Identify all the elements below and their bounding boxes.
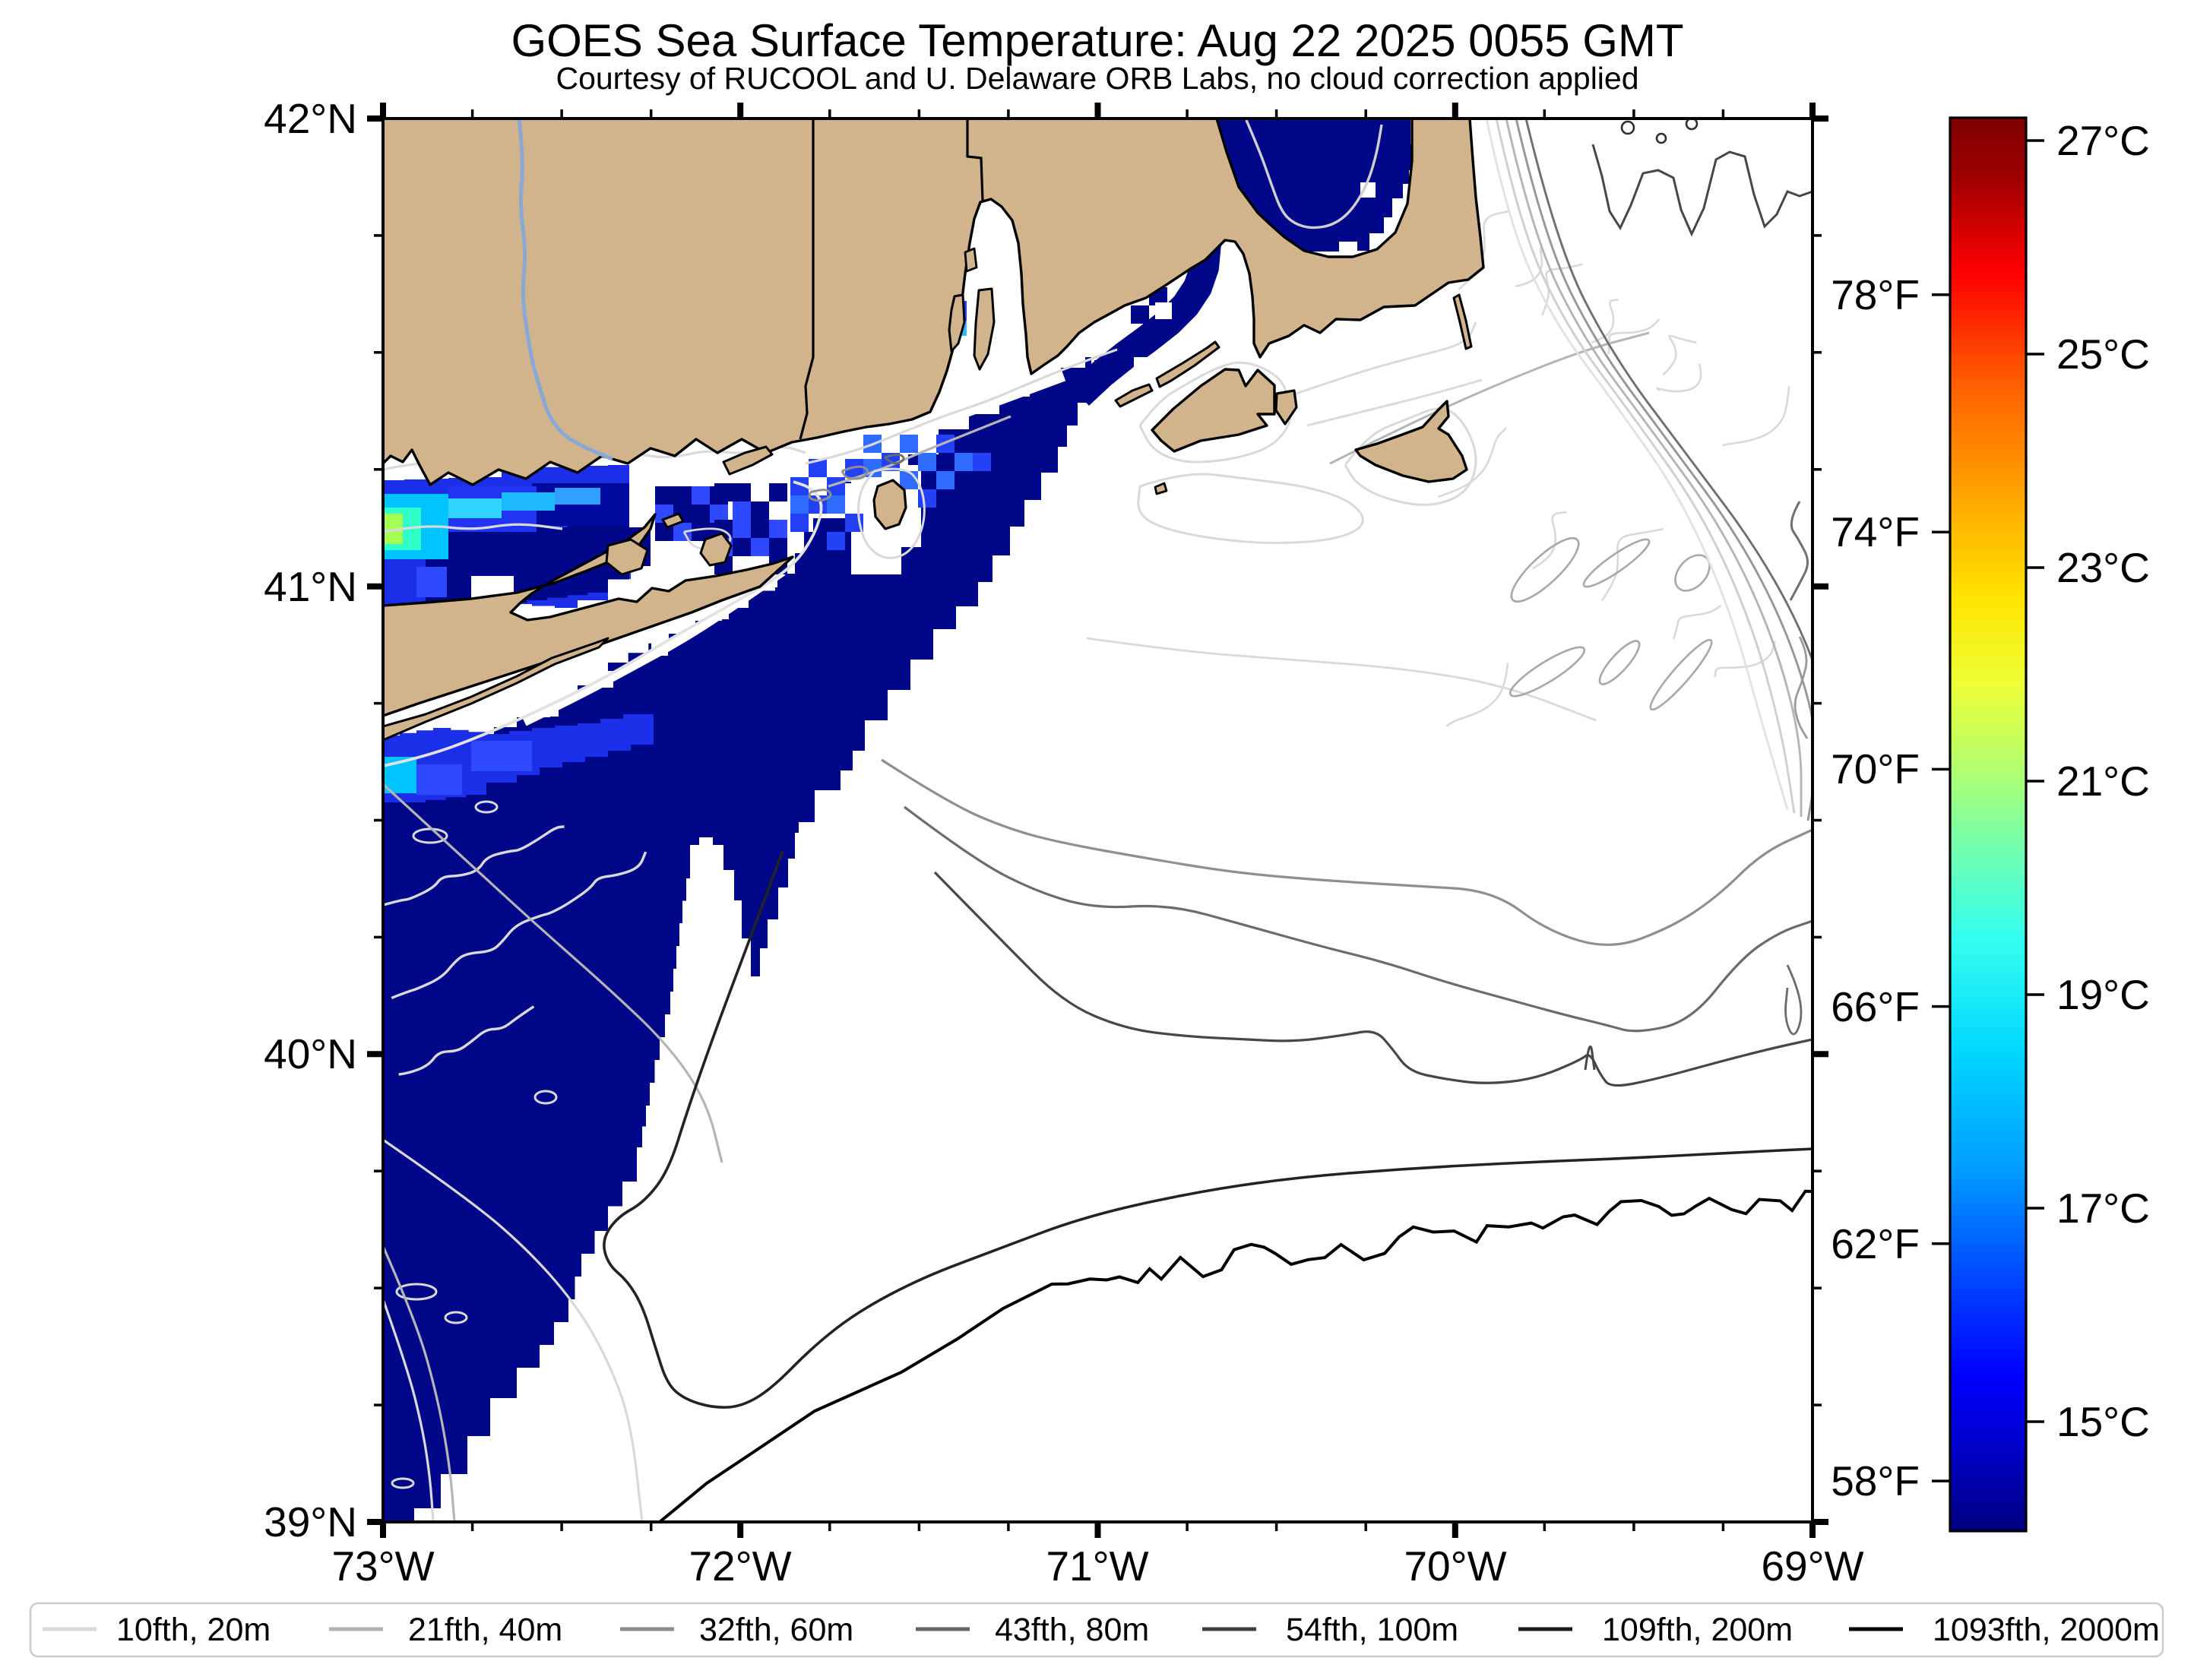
svg-text:17°C: 17°C bbox=[2056, 1185, 2150, 1232]
svg-text:43fth, 80m: 43fth, 80m bbox=[995, 1612, 1149, 1648]
svg-text:78°F: 78°F bbox=[1831, 271, 1920, 318]
svg-text:21°C: 21°C bbox=[2056, 758, 2150, 805]
svg-text:69°W: 69°W bbox=[1761, 1542, 1863, 1590]
svg-text:21fth, 40m: 21fth, 40m bbox=[408, 1612, 562, 1648]
svg-text:39°N: 39°N bbox=[264, 1498, 357, 1546]
svg-text:40°N: 40°N bbox=[264, 1030, 357, 1077]
svg-text:70°W: 70°W bbox=[1404, 1542, 1506, 1590]
svg-text:GOES Sea Surface Temperature:: GOES Sea Surface Temperature: Aug 22 202… bbox=[511, 15, 1683, 66]
svg-text:62°F: 62°F bbox=[1831, 1220, 1920, 1267]
svg-text:32fth, 60m: 32fth, 60m bbox=[699, 1612, 853, 1648]
svg-text:73°W: 73°W bbox=[331, 1542, 434, 1590]
svg-text:19°C: 19°C bbox=[2056, 971, 2150, 1018]
svg-text:42°N: 42°N bbox=[264, 95, 357, 142]
svg-text:23°C: 23°C bbox=[2056, 544, 2150, 591]
svg-text:1093fth, 2000m: 1093fth, 2000m bbox=[1933, 1612, 2160, 1648]
svg-text:74°F: 74°F bbox=[1831, 508, 1920, 555]
svg-text:58°F: 58°F bbox=[1831, 1457, 1920, 1504]
svg-text:10fth, 20m: 10fth, 20m bbox=[116, 1612, 271, 1648]
svg-text:41°N: 41°N bbox=[264, 563, 357, 610]
svg-text:66°F: 66°F bbox=[1831, 983, 1920, 1030]
svg-text:70°F: 70°F bbox=[1831, 745, 1920, 793]
svg-text:25°C: 25°C bbox=[2056, 331, 2150, 378]
svg-text:54fth, 100m: 54fth, 100m bbox=[1286, 1612, 1458, 1648]
svg-text:109fth, 200m: 109fth, 200m bbox=[1602, 1612, 1793, 1648]
svg-text:15°C: 15°C bbox=[2056, 1398, 2150, 1445]
svg-text:71°W: 71°W bbox=[1046, 1542, 1148, 1590]
svg-text:Courtesy of RUCOOL and U. Dela: Courtesy of RUCOOL and U. Delaware ORB L… bbox=[556, 61, 1638, 96]
svg-text:72°W: 72°W bbox=[689, 1542, 791, 1590]
svg-text:27°C: 27°C bbox=[2056, 117, 2150, 164]
